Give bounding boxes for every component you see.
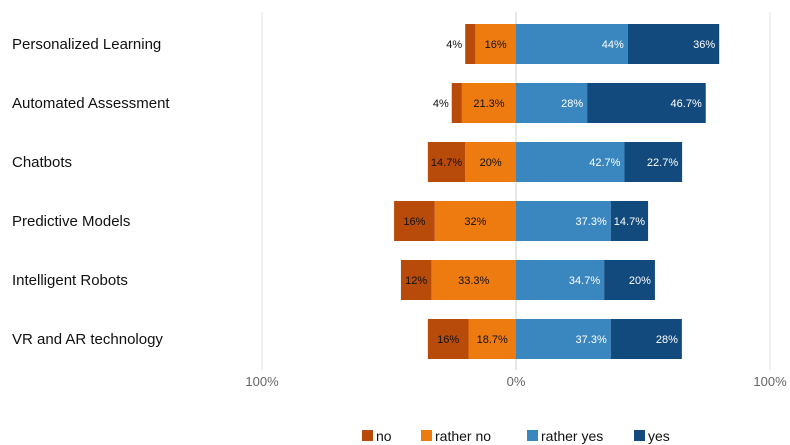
data-label-yes-2: 22.7%	[647, 157, 678, 169]
category-label-4: Intelligent Robots	[12, 272, 128, 289]
bar-no-3	[394, 201, 435, 241]
legend-swatch-rather-yes	[527, 430, 538, 441]
legend-label-rather-no: rather no	[435, 428, 491, 444]
category-label-1: Automated Assessment	[12, 95, 170, 112]
data-label-rather-yes-3: 37.3%	[576, 216, 607, 228]
bar-rather-yes-5	[516, 319, 611, 359]
legend-swatch-no	[362, 430, 373, 441]
bar-rather-no-1	[461, 83, 516, 123]
bar-rather-yes-3	[516, 201, 611, 241]
bar-no-0	[465, 24, 476, 64]
data-label-rather-yes-4: 34.7%	[569, 275, 600, 287]
data-label-rather-yes-5: 37.3%	[576, 334, 607, 346]
bar-rather-no-2	[465, 142, 516, 182]
bar-yes-2	[624, 142, 683, 182]
bar-rather-no-5	[468, 319, 516, 359]
x-tick-label-2: 100%	[753, 374, 787, 389]
data-label-yes-1: 46.7%	[671, 98, 702, 110]
data-label-rather-no-5: 18.7%	[477, 334, 508, 346]
data-label-no-4: 12%	[405, 275, 427, 287]
data-label-rather-no-2: 20%	[480, 157, 502, 169]
category-label-3: Predictive Models	[12, 213, 130, 230]
category-label-2: Chatbots	[12, 154, 72, 171]
data-label-no-0: 4%	[446, 39, 462, 51]
category-label-5: VR and AR technology	[12, 331, 163, 348]
data-label-rather-no-4: 33.3%	[458, 275, 489, 287]
bar-no-5	[427, 319, 469, 359]
bar-yes-0	[627, 24, 720, 64]
bar-rather-yes-2	[516, 142, 625, 182]
bar-rather-no-4	[431, 260, 516, 300]
bar-rather-yes-4	[516, 260, 605, 300]
bar-rather-yes-0	[516, 24, 628, 64]
bar-yes-1	[587, 83, 706, 123]
legend-label-no: no	[376, 428, 392, 444]
bar-no-4	[400, 260, 432, 300]
data-label-yes-5: 28%	[656, 334, 678, 346]
x-tick-label-1: 0%	[507, 374, 526, 389]
data-label-no-1: 4%	[433, 98, 449, 110]
bar-no-1	[451, 83, 462, 123]
bar-yes-4	[604, 260, 655, 300]
legend-swatch-rather-no	[421, 430, 432, 441]
legend-swatch-yes	[634, 430, 645, 441]
bar-no-2	[427, 142, 466, 182]
data-label-no-3: 16%	[403, 216, 425, 228]
data-label-rather-no-0: 16%	[485, 39, 507, 51]
category-label-0: Personalized Learning	[12, 36, 161, 53]
data-label-no-5: 16%	[437, 334, 459, 346]
data-label-rather-no-3: 32%	[464, 216, 486, 228]
data-label-rather-yes-1: 28%	[561, 98, 583, 110]
data-label-yes-4: 20%	[629, 275, 651, 287]
bar-rather-no-0	[475, 24, 516, 64]
bar-yes-5	[610, 319, 682, 359]
bars: 16% 4% 44% 36% 21.3% 4% 28% 46.7% 20% 14.7% 42.7% 2…	[394, 24, 720, 359]
data-label-rather-yes-2: 42.7%	[589, 157, 620, 169]
legend: no rather no rather yes yes	[362, 428, 670, 444]
x-axis-ticks: 100% 0% 100%	[245, 374, 787, 389]
data-label-rather-no-1: 21.3%	[473, 98, 504, 110]
data-label-yes-3: 14.7%	[614, 216, 645, 228]
legend-label-rather-yes: rather yes	[541, 428, 603, 444]
data-label-yes-0: 36%	[693, 39, 715, 51]
data-label-no-2: 14.7%	[431, 157, 462, 169]
data-label-rather-yes-0: 44%	[602, 39, 624, 51]
category-labels: Personalized Learning Automated Assessmen…	[12, 36, 170, 348]
bar-rather-yes-1	[516, 83, 588, 123]
bar-yes-3	[610, 201, 649, 241]
legend-label-yes: yes	[648, 428, 670, 444]
gridlines	[261, 12, 771, 370]
bar-rather-no-3	[434, 201, 516, 241]
x-tick-label-0: 100%	[245, 374, 279, 389]
